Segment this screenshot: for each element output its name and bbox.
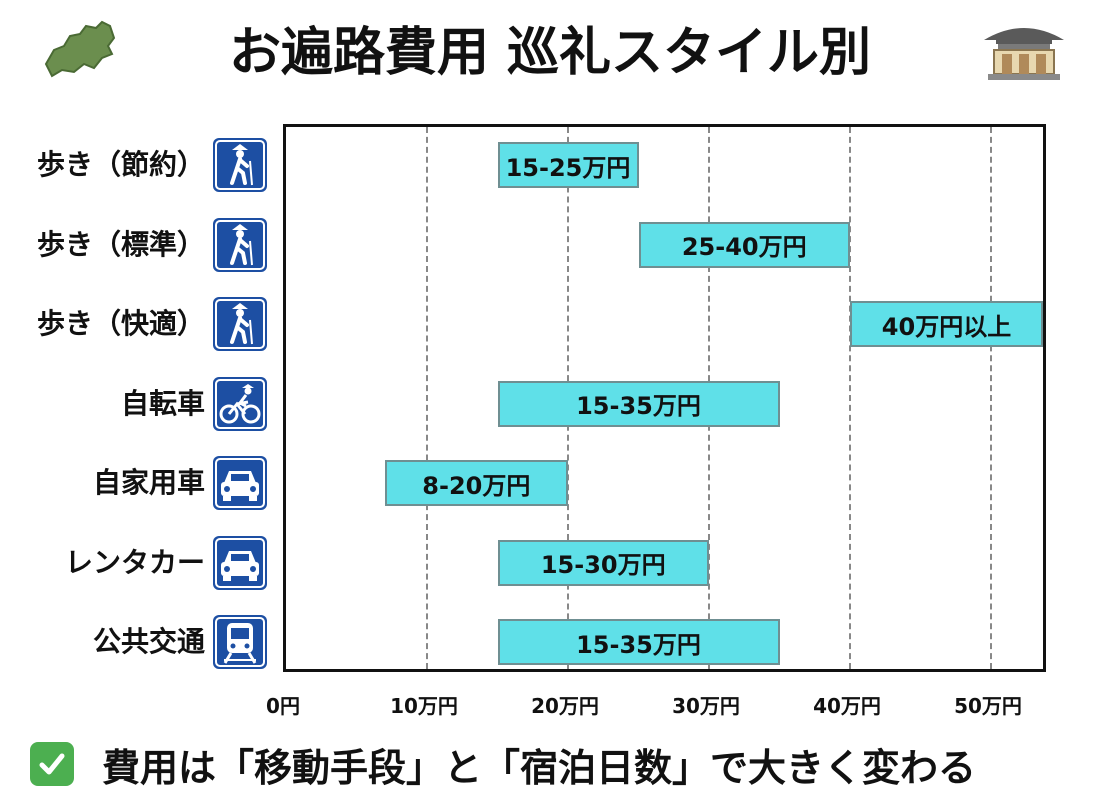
x-tick-label: 30万円 [672,694,740,718]
car-icon [212,455,268,511]
bar-label: 40万円以上 [881,312,1012,341]
bar-label: 25-40万円 [681,233,807,261]
category-label: 歩き（標準） [36,227,205,261]
footnote: 費用は「移動手段」と「宿泊日数」で大きく変わる [30,736,1090,792]
bar-label: 15-30万円 [540,551,666,579]
footnote-text: 費用は「移動手段」と「宿泊日数」で大きく変わる [102,745,977,790]
range-bar: 15-25万円 [497,142,639,188]
gridline-10 [426,127,428,669]
range-bar: 15-30万円 [497,539,709,586]
category-label: 公共交通 [92,625,205,658]
range-bar: 25-40万円 [638,221,850,268]
temple-icon [984,28,1064,80]
car-icon [212,535,268,591]
walker-icon [212,296,268,352]
range-bar: 15-35万円 [497,380,780,427]
train-icon [212,614,268,670]
range-bar: 8-20万円 [384,460,568,506]
x-tick-label: 10万円 [390,694,458,718]
x-tick-label: 40万円 [813,694,881,718]
bar-label: 15-25万円 [505,153,631,182]
chart-title: お遍路費用 巡礼スタイル別 [228,23,872,83]
x-tick-label: 50万円 [954,694,1022,718]
plot-area: 15-25万円 25-40万円 40万円以上 15-35万円 8-20万円 15-30万円… [283,124,1046,672]
range-bar: 15-35万円 [497,619,780,665]
x-tick-label: 20万円 [531,694,599,718]
bar-label: 15-35万円 [576,392,701,420]
category-label: レンタカー [64,545,205,579]
gridline-40 [849,127,851,669]
category-label: 自家用車 [92,466,205,499]
range-bar: 40万円以上 [850,301,1043,347]
category-label: 歩き（快適） [36,307,205,340]
bicycle-icon [212,376,268,432]
check-icon [30,742,74,786]
gridline-50 [990,127,992,669]
walker-icon [212,217,268,273]
category-label: 歩き（節約） [36,148,205,181]
bar-label: 8-20万円 [422,471,531,500]
category-label: 自転車 [120,386,205,420]
bar-label: 15-35万円 [576,630,701,659]
x-tick-label: 0円 [266,694,300,718]
walker-icon [212,137,268,193]
shikoku-map-icon [44,20,116,78]
